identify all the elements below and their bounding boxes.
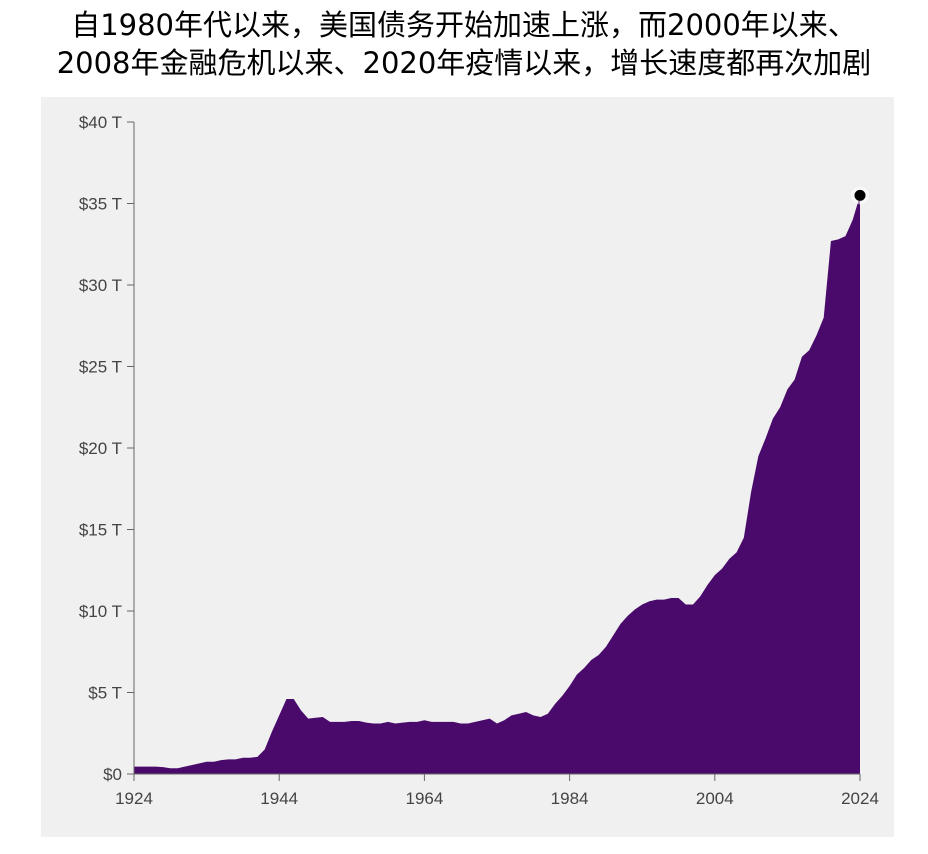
- chart-title: 自1980年代以来，美国债务开始加速上涨，而2000年以来、 2008年金融危机…: [0, 6, 928, 82]
- latest-point-marker: [854, 189, 866, 201]
- area-chart: $0 $5 T $10 T $15 T $20 T $25 T $30 T $35 T $40 …: [79, 113, 879, 808]
- x-tick-label-1924: 1924: [115, 789, 153, 808]
- debt-area-series: [134, 195, 860, 775]
- x-tick-label-1984: 1984: [551, 789, 589, 808]
- y-tick-label-40: $40 T: [79, 113, 122, 132]
- y-tick-label-30: $30 T: [79, 276, 122, 295]
- y-tick-label-10: $10 T: [79, 602, 122, 621]
- y-tick-label-0: $0: [103, 765, 122, 784]
- plot-area: $0 $5 T $10 T $15 T $20 T $25 T $30 T $35 T $40 …: [41, 97, 894, 837]
- y-tick-label-15: $15 T: [79, 521, 122, 540]
- chart-title-line-1: 自1980年代以来，美国债务开始加速上涨，而2000年以来、: [71, 8, 857, 42]
- chart-title-line-2: 2008年金融危机以来、2020年疫情以来，增长速度都再次加剧: [56, 46, 872, 80]
- y-tick-label-5: $5 T: [88, 684, 122, 703]
- x-tick-label-2024: 2024: [841, 789, 879, 808]
- y-tick-label-20: $20 T: [79, 439, 122, 458]
- x-tick-label-2004: 2004: [696, 789, 734, 808]
- y-tick-label-25: $25 T: [79, 358, 122, 377]
- x-tick-label-1944: 1944: [260, 789, 298, 808]
- x-tick-label-1964: 1964: [405, 789, 443, 808]
- y-tick-label-35: $35 T: [79, 195, 122, 214]
